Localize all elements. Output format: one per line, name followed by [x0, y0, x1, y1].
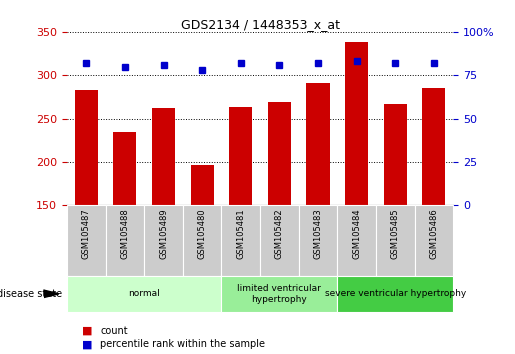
- Bar: [306, 83, 330, 335]
- Text: GSM105486: GSM105486: [430, 208, 438, 259]
- Text: GSM105488: GSM105488: [121, 208, 129, 259]
- Text: GSM105487: GSM105487: [82, 208, 91, 259]
- Bar: [422, 88, 445, 335]
- Text: GSM105485: GSM105485: [391, 208, 400, 259]
- Bar: [67, 205, 106, 276]
- Text: count: count: [100, 326, 128, 336]
- Bar: [345, 42, 368, 335]
- Bar: [152, 108, 175, 335]
- Text: disease state: disease state: [0, 289, 62, 299]
- Polygon shape: [44, 290, 59, 297]
- Bar: [260, 205, 299, 276]
- Bar: [113, 132, 136, 335]
- Bar: [67, 276, 221, 312]
- Text: GSM105481: GSM105481: [236, 208, 245, 259]
- Bar: [376, 205, 415, 276]
- Bar: [221, 276, 337, 312]
- Bar: [229, 107, 252, 335]
- Bar: [268, 102, 291, 335]
- Bar: [299, 205, 337, 276]
- Bar: [415, 205, 453, 276]
- Bar: [221, 205, 260, 276]
- Text: severe ventricular hypertrophy: severe ventricular hypertrophy: [324, 289, 466, 298]
- Bar: [337, 276, 453, 312]
- Text: ■: ■: [82, 339, 93, 349]
- Text: GSM105489: GSM105489: [159, 208, 168, 259]
- Text: limited ventricular
hypertrophy: limited ventricular hypertrophy: [237, 284, 321, 303]
- Title: GDS2134 / 1448353_x_at: GDS2134 / 1448353_x_at: [181, 18, 339, 31]
- Bar: [106, 205, 144, 276]
- Text: GSM105482: GSM105482: [275, 208, 284, 259]
- Text: GSM105484: GSM105484: [352, 208, 361, 259]
- Bar: [384, 104, 407, 335]
- Text: ■: ■: [82, 326, 93, 336]
- Text: GSM105480: GSM105480: [198, 208, 207, 259]
- Bar: [183, 205, 221, 276]
- Bar: [75, 90, 98, 335]
- Bar: [144, 205, 183, 276]
- Text: percentile rank within the sample: percentile rank within the sample: [100, 339, 265, 349]
- Text: normal: normal: [128, 289, 160, 298]
- Text: GSM105483: GSM105483: [314, 208, 322, 259]
- Bar: [191, 165, 214, 335]
- Bar: [337, 205, 376, 276]
